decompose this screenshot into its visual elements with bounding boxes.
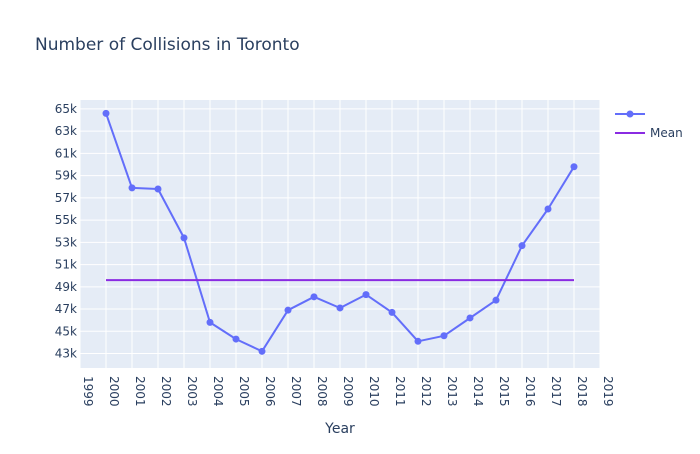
legend[interactable]: Mean bbox=[615, 110, 683, 141]
y-tick-label: 63k bbox=[55, 124, 77, 138]
data-point[interactable] bbox=[544, 205, 552, 213]
legend-marker[interactable] bbox=[626, 110, 634, 118]
y-tick-label: 57k bbox=[55, 191, 77, 205]
x-tick-label: 2019 bbox=[601, 376, 615, 407]
data-point[interactable] bbox=[128, 184, 136, 192]
y-tick-label: 43k bbox=[55, 347, 77, 361]
legend-label[interactable]: Mean bbox=[650, 126, 683, 140]
x-tick-label: 2009 bbox=[341, 376, 355, 407]
y-tick-label: 45k bbox=[55, 324, 77, 338]
data-point[interactable] bbox=[414, 337, 422, 345]
data-point[interactable] bbox=[310, 293, 318, 301]
data-point[interactable] bbox=[206, 318, 214, 326]
data-point[interactable] bbox=[388, 308, 396, 316]
x-tick-label: 2016 bbox=[523, 376, 537, 407]
y-tick-label: 59k bbox=[55, 169, 77, 183]
x-tick-label: 2008 bbox=[315, 376, 329, 407]
y-axis-ticks: 43k 45k 47k 49k 51k 53k 55k 57k 59k 61k 63k 65k bbox=[55, 102, 77, 361]
x-tick-label: 2010 bbox=[367, 376, 381, 407]
x-tick-label: 2007 bbox=[289, 376, 303, 407]
x-tick-label: 2004 bbox=[211, 376, 225, 407]
data-point[interactable] bbox=[102, 109, 110, 117]
data-point[interactable] bbox=[336, 304, 344, 312]
data-point[interactable] bbox=[466, 314, 474, 322]
x-tick-label: 2015 bbox=[497, 376, 511, 407]
x-tick-label: 1999 bbox=[81, 376, 95, 407]
y-tick-label: 51k bbox=[55, 258, 77, 272]
x-tick-label: 2011 bbox=[393, 376, 407, 407]
data-point[interactable] bbox=[258, 347, 266, 355]
y-tick-label: 47k bbox=[55, 302, 77, 316]
x-tick-label: 2001 bbox=[133, 376, 147, 407]
chart-title: Number of Collisions in Toronto bbox=[35, 35, 300, 55]
data-point[interactable] bbox=[570, 163, 578, 171]
y-tick-label: 61k bbox=[55, 146, 77, 160]
x-tick-label: 2013 bbox=[445, 376, 459, 407]
y-tick-label: 53k bbox=[55, 235, 77, 249]
grid-lines bbox=[79, 100, 601, 368]
series-layer bbox=[102, 109, 578, 355]
x-tick-label: 2002 bbox=[159, 376, 173, 407]
data-point[interactable] bbox=[518, 242, 526, 250]
x-tick-label: 2017 bbox=[549, 376, 563, 407]
x-tick-label: 2006 bbox=[263, 376, 277, 407]
x-tick-label: 2005 bbox=[237, 376, 251, 407]
data-point[interactable] bbox=[180, 234, 188, 242]
x-tick-label: 2014 bbox=[471, 376, 485, 407]
x-axis-ticks: 1999 2000 2001 2002 2003 2004 2005 2006 2007 2008… bbox=[81, 376, 615, 407]
data-point[interactable] bbox=[154, 185, 162, 193]
x-axis-title: Year bbox=[324, 421, 355, 437]
data-point[interactable] bbox=[232, 335, 240, 343]
data-point[interactable] bbox=[362, 291, 370, 299]
data-point[interactable] bbox=[284, 306, 292, 314]
x-tick-label: 2003 bbox=[185, 376, 199, 407]
y-tick-label: 49k bbox=[55, 280, 77, 294]
x-tick-label: 2012 bbox=[419, 376, 433, 407]
y-tick-label: 55k bbox=[55, 213, 77, 227]
data-point[interactable] bbox=[492, 296, 500, 304]
x-tick-label: 2000 bbox=[107, 376, 121, 407]
y-tick-label: 65k bbox=[55, 102, 77, 116]
x-tick-label: 2018 bbox=[575, 376, 589, 407]
data-point[interactable] bbox=[440, 332, 448, 340]
